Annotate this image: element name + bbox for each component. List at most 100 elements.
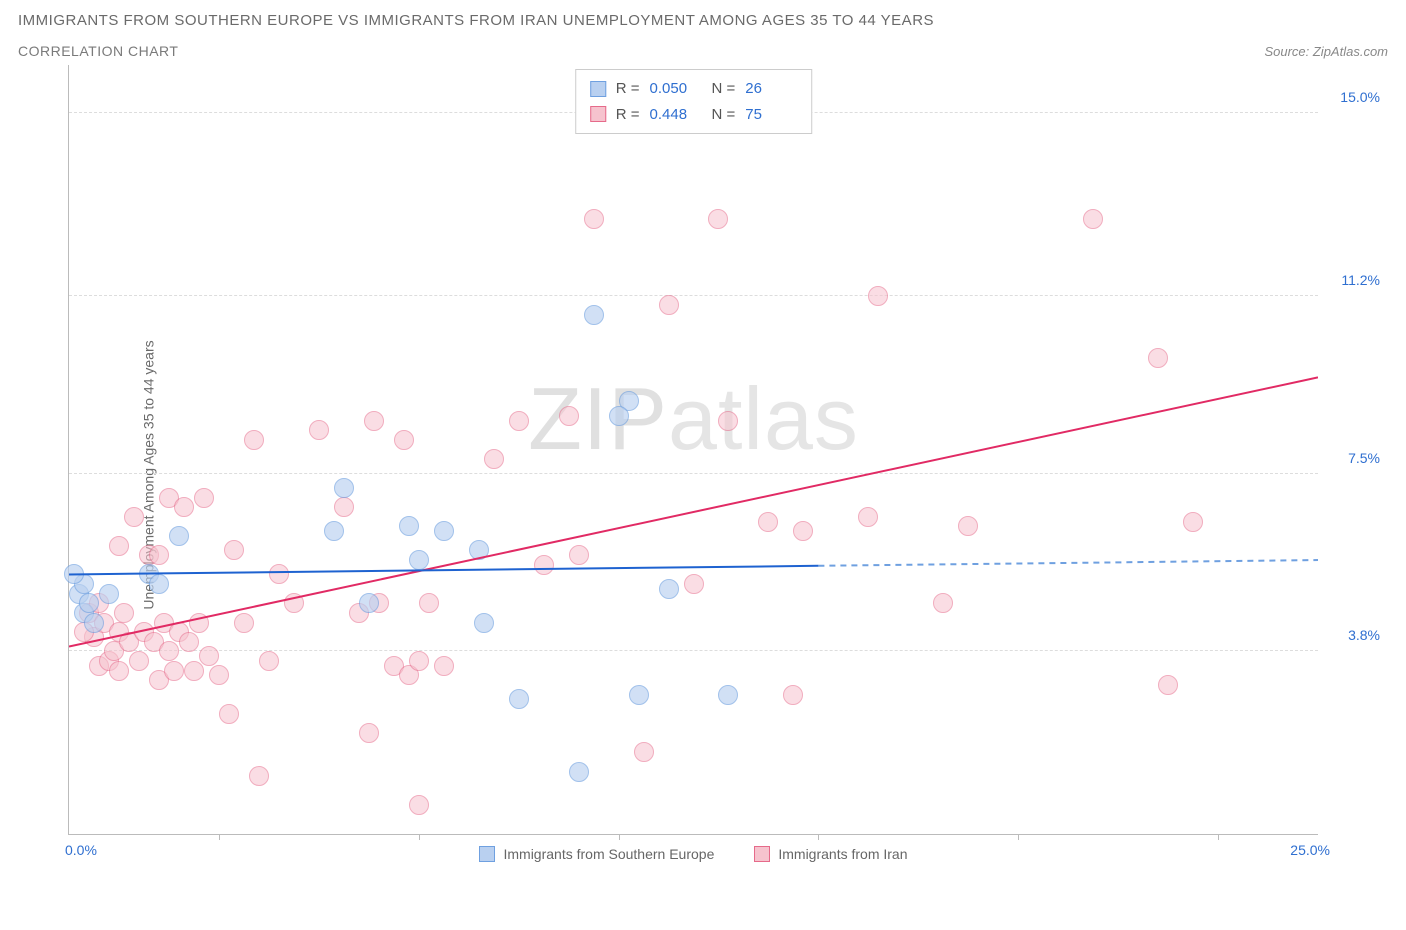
scatter-point-b: [194, 488, 214, 508]
scatter-point-b: [219, 704, 239, 724]
scatter-point-a: [399, 516, 419, 536]
stats-n-label-a: N =: [712, 76, 736, 102]
watermark-bold: ZIP: [528, 369, 668, 468]
scatter-point-b: [124, 507, 144, 527]
legend-label-a: Immigrants from Southern Europe: [503, 846, 714, 862]
scatter-point-a: [334, 478, 354, 498]
scatter-point-a: [629, 685, 649, 705]
scatter-point-b: [109, 536, 129, 556]
scatter-point-b: [1148, 348, 1168, 368]
scatter-point-b: [434, 656, 454, 676]
gridline-h: [69, 295, 1318, 296]
scatter-point-a: [469, 540, 489, 560]
scatter-point-b: [114, 603, 134, 623]
scatter-point-a: [434, 521, 454, 541]
scatter-point-b: [184, 661, 204, 681]
x-tick-mark: [219, 834, 220, 840]
swatch-series-a: [590, 81, 606, 97]
scatter-point-b: [199, 646, 219, 666]
legend-swatch-b: [754, 846, 770, 862]
scatter-point-b: [409, 651, 429, 671]
swatch-series-b: [590, 106, 606, 122]
x-tick-mark: [818, 834, 819, 840]
y-tick-label: 3.8%: [1324, 627, 1380, 643]
scatter-point-a: [584, 305, 604, 325]
scatter-point-b: [1183, 512, 1203, 532]
scatter-point-b: [634, 742, 654, 762]
scatter-point-b: [559, 406, 579, 426]
scatter-point-b: [269, 564, 289, 584]
scatter-point-b: [309, 420, 329, 440]
y-tick-label: 15.0%: [1324, 89, 1380, 105]
scatter-point-b: [858, 507, 878, 527]
scatter-point-b: [359, 723, 379, 743]
scatter-point-a: [659, 579, 679, 599]
y-tick-label: 7.5%: [1324, 450, 1380, 466]
scatter-point-a: [64, 564, 84, 584]
legend-item-b: Immigrants from Iran: [754, 846, 907, 862]
scatter-point-b: [334, 497, 354, 517]
gridline-h: [69, 473, 1318, 474]
scatter-point-b: [164, 661, 184, 681]
stats-n-value-b: 75: [745, 102, 797, 128]
scatter-point-a: [99, 584, 119, 604]
watermark-thin: atlas: [668, 369, 859, 468]
scatter-point-b: [209, 665, 229, 685]
scatter-point-b: [569, 545, 589, 565]
x-tick-mark: [1018, 834, 1019, 840]
scatter-point-b: [708, 209, 728, 229]
scatter-point-b: [484, 449, 504, 469]
scatter-point-b: [159, 641, 179, 661]
scatter-point-b: [189, 613, 209, 633]
scatter-point-b: [933, 593, 953, 613]
scatter-point-b: [409, 795, 429, 815]
scatter-point-b: [1083, 209, 1103, 229]
scatter-point-b: [758, 512, 778, 532]
stats-r-value-a: 0.050: [650, 76, 702, 102]
stats-box: R = 0.050 N = 26 R = 0.448 N = 75: [575, 69, 813, 134]
scatter-point-b: [509, 411, 529, 431]
subtitle-row: CORRELATION CHART Source: ZipAtlas.com: [18, 43, 1388, 59]
scatter-point-a: [474, 613, 494, 633]
scatter-point-b: [174, 497, 194, 517]
scatter-point-b: [684, 574, 704, 594]
scatter-point-a: [569, 762, 589, 782]
gridline-h: [69, 650, 1318, 651]
scatter-point-b: [109, 661, 129, 681]
scatter-point-a: [718, 685, 738, 705]
legend-item-a: Immigrants from Southern Europe: [479, 846, 714, 862]
scatter-point-a: [84, 613, 104, 633]
scatter-point-b: [364, 411, 384, 431]
scatter-point-b: [179, 632, 199, 652]
scatter-point-b: [234, 613, 254, 633]
scatter-point-a: [609, 406, 629, 426]
scatter-point-b: [718, 411, 738, 431]
stats-r-value-b: 0.448: [650, 102, 702, 128]
scatter-point-b: [259, 651, 279, 671]
x-tick-mark: [619, 834, 620, 840]
plot-area: ZIPatlas R = 0.050 N = 26 R = 0.448 N = …: [68, 65, 1318, 835]
chart-container: Unemployment Among Ages 35 to 44 years Z…: [18, 65, 1388, 885]
scatter-point-b: [149, 545, 169, 565]
stats-r-label-a: R =: [616, 76, 640, 102]
chart-title: IMMIGRANTS FROM SOUTHERN EUROPE VS IMMIG…: [18, 12, 1388, 29]
stats-row-a: R = 0.050 N = 26: [590, 76, 798, 102]
y-tick-label: 11.2%: [1324, 272, 1380, 288]
scatter-point-b: [129, 651, 149, 671]
stats-n-value-a: 26: [745, 76, 797, 102]
source-label: Source: ZipAtlas.com: [1264, 44, 1388, 59]
scatter-point-b: [249, 766, 269, 786]
x-tick-mark: [419, 834, 420, 840]
scatter-point-b: [958, 516, 978, 536]
scatter-point-b: [584, 209, 604, 229]
scatter-point-a: [409, 550, 429, 570]
scatter-point-b: [793, 521, 813, 541]
legend-label-b: Immigrants from Iran: [778, 846, 907, 862]
scatter-point-a: [359, 593, 379, 613]
scatter-point-a: [79, 593, 99, 613]
x-tick-mark: [1218, 834, 1219, 840]
scatter-point-a: [169, 526, 189, 546]
scatter-point-a: [149, 574, 169, 594]
scatter-point-b: [224, 540, 244, 560]
scatter-point-b: [783, 685, 803, 705]
